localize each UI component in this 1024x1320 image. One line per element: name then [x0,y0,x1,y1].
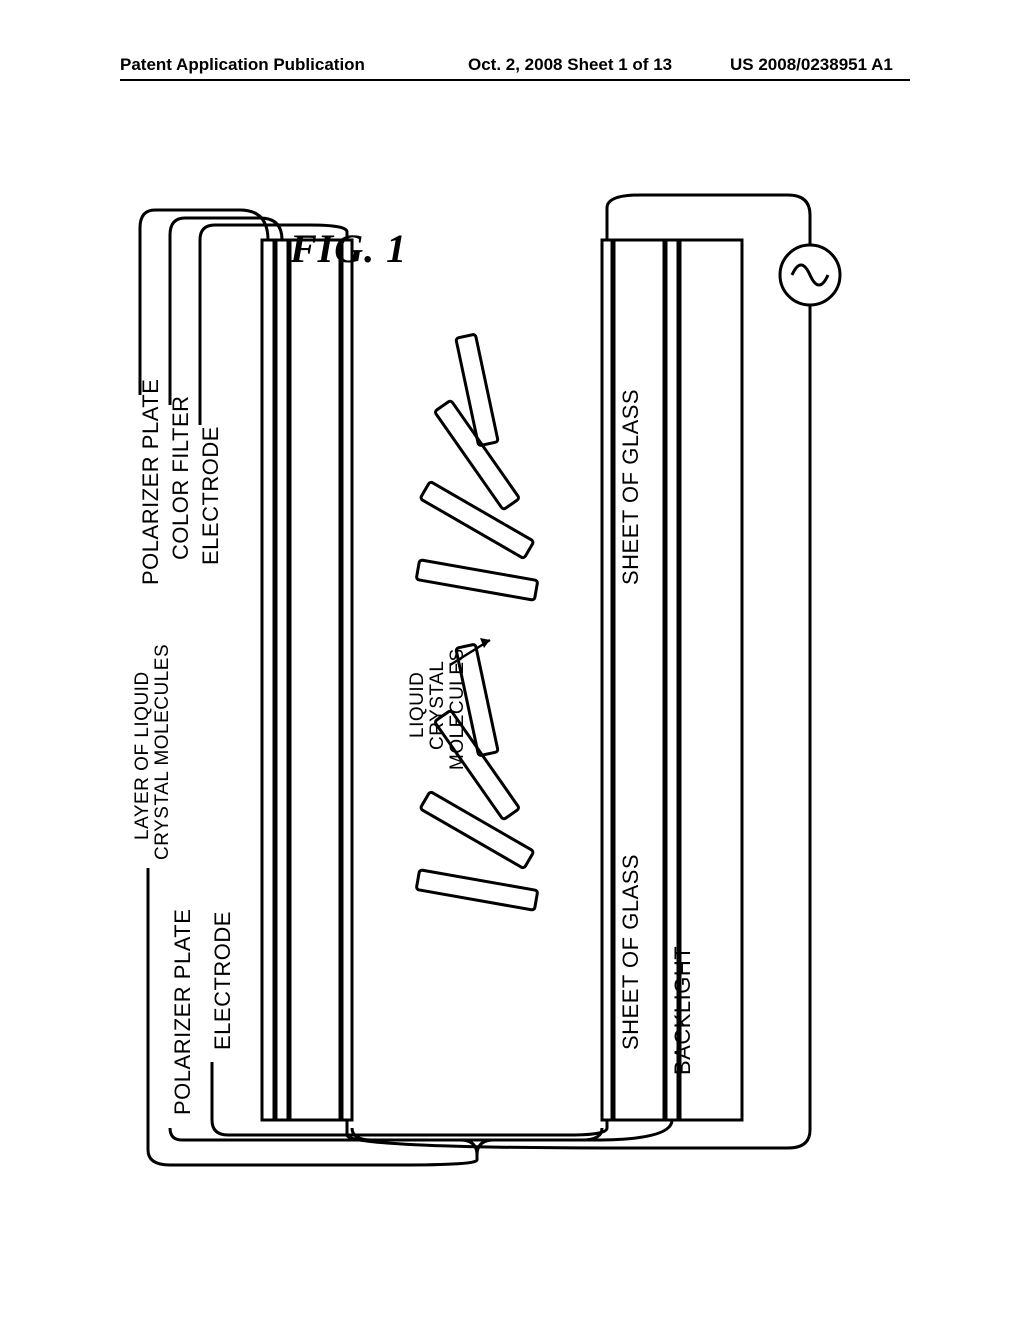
diagram-svg [120,170,910,1170]
figure-area: FIG. 1 POLARIZER PLATE ELECTRODE LAYER O… [120,170,910,1170]
header-center: Oct. 2, 2008 Sheet 1 of 13 [468,55,672,75]
header-left: Patent Application Publication [120,55,365,75]
header-right: US 2008/0238951 A1 [730,55,893,75]
header-rule [120,79,910,81]
page-header: Patent Application Publication Oct. 2, 2… [0,55,1024,85]
